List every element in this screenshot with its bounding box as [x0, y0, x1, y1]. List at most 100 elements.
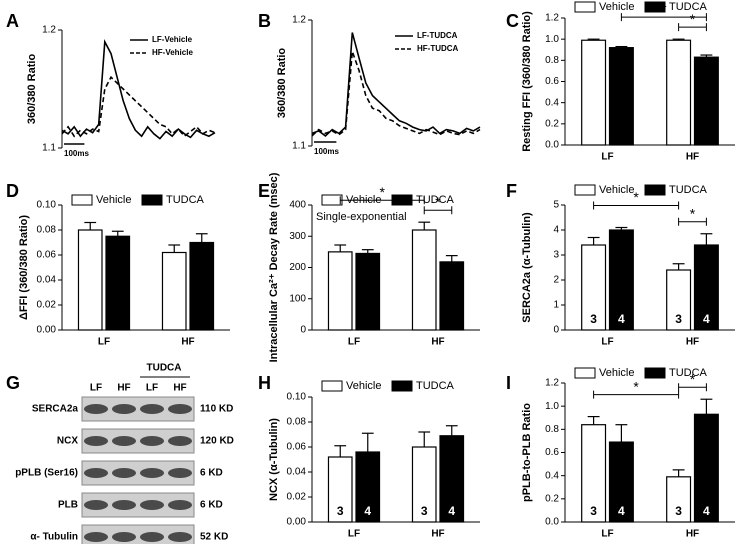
- y-tick-label: 0.02: [287, 492, 307, 503]
- legend-label: TUDCA: [416, 194, 455, 206]
- subtitle: Single-exponential: [316, 211, 407, 223]
- y-axis-label: 360/380 Ratio: [276, 48, 288, 119]
- legend-label: Vehicle: [599, 184, 634, 196]
- y-tick-label: 2: [553, 275, 559, 286]
- significance-bracket: [678, 217, 707, 226]
- bar: [439, 261, 465, 331]
- y-axis-label: ΔFFI (360/380 Ratio): [18, 215, 30, 320]
- panel-letter: E: [258, 181, 270, 201]
- y-tick-label: 200: [289, 262, 306, 273]
- bar: [666, 476, 692, 523]
- panel-letter: G: [6, 373, 20, 393]
- bar: [355, 451, 381, 523]
- blot-strip: [81, 524, 195, 544]
- y-axis-label: NCX (α-Tubulin): [268, 418, 280, 501]
- n-label: 3: [337, 504, 344, 518]
- y-tick-label: 4: [553, 225, 559, 236]
- bar: [608, 47, 634, 146]
- y-tick-label: 0.10: [287, 392, 307, 403]
- y-tick-label: 300: [289, 231, 306, 242]
- n-label: 4: [448, 504, 455, 518]
- y-tick-label: 0.8: [545, 424, 559, 435]
- legend-label: HF-TUDCA: [417, 44, 459, 53]
- significance-bracket: [423, 206, 453, 215]
- n-label: 4: [618, 312, 625, 326]
- legend-label: TUDCA: [669, 1, 708, 13]
- bar: [355, 252, 381, 331]
- band: [140, 532, 164, 542]
- significance-bracket: [678, 383, 707, 392]
- significance-label: *: [633, 189, 639, 205]
- protein-label: pPLB (Ser16): [15, 468, 78, 479]
- bar: [581, 39, 607, 146]
- trace: [311, 32, 481, 137]
- significance-bracket: [620, 13, 707, 22]
- legend-swatch: [321, 380, 343, 392]
- band: [140, 404, 164, 414]
- y-tick-label: 0.2: [545, 493, 559, 504]
- scale-bar-label: 100ms: [64, 149, 89, 158]
- significance-label: *: [633, 378, 639, 394]
- y-tick-label: 0.4: [545, 470, 559, 481]
- legend-swatch: [574, 1, 596, 13]
- y-tick-label: 0.0: [545, 517, 559, 528]
- legend-label: LF-TUDCA: [417, 31, 458, 40]
- x-tick-label: LF: [348, 529, 360, 540]
- legend-swatch: [71, 194, 93, 206]
- n-label: 4: [703, 312, 710, 326]
- y-tick-label: 0.02: [37, 300, 57, 311]
- significance-bracket: [339, 196, 425, 205]
- size-label: 6 KD: [200, 468, 223, 479]
- legend-swatch: [644, 184, 666, 196]
- legend-swatch: [574, 367, 596, 379]
- legend-swatch: [644, 1, 666, 13]
- n-label: 4: [364, 504, 371, 518]
- x-tick-label: LF: [601, 337, 613, 348]
- panel-letter: I: [506, 373, 511, 393]
- bar: [327, 456, 353, 523]
- bar: [608, 441, 634, 523]
- band: [84, 500, 108, 510]
- y-tick-label: 5: [553, 200, 559, 211]
- protein-label: NCX: [57, 436, 78, 447]
- significance-bracket: [678, 23, 707, 32]
- panel-letter: C: [506, 11, 519, 31]
- bar: [666, 39, 692, 146]
- legend-swatch: [141, 194, 163, 206]
- panel-letter: D: [6, 181, 19, 201]
- y-axis-label: SERCA2a (α-Tubulin): [521, 212, 533, 323]
- trace: [61, 38, 216, 140]
- legend-label: Vehicle: [96, 194, 131, 206]
- y-tick-label: 0.06: [37, 250, 57, 261]
- n-label: 3: [590, 504, 597, 518]
- y-tick-label: 0: [553, 325, 559, 336]
- y-tick-label: 1.2: [292, 15, 306, 26]
- significance-label: *: [380, 184, 386, 200]
- significance-bracket: [593, 201, 680, 210]
- n-label: 3: [675, 312, 682, 326]
- significance-bracket: [593, 390, 680, 399]
- band: [112, 532, 136, 542]
- significance-label: *: [690, 205, 696, 221]
- y-tick-label: 1.2: [42, 25, 56, 36]
- protein-label: α- Tubulin: [30, 532, 78, 543]
- n-label: 3: [421, 504, 428, 518]
- x-tick-label: HF: [686, 152, 699, 163]
- n-label: 3: [590, 312, 597, 326]
- n-label: 4: [703, 504, 710, 518]
- legend-swatch: [574, 184, 596, 196]
- y-axis-label: Resting FFI (360/380 Ratio): [521, 11, 533, 152]
- legend-label: TUDCA: [669, 367, 708, 379]
- y-tick-label: 0.08: [287, 417, 307, 428]
- x-tick-label: LF: [348, 337, 360, 348]
- x-tick-label: LF: [601, 152, 613, 163]
- bar: [693, 413, 719, 523]
- band: [140, 500, 164, 510]
- n-label: 3: [675, 504, 682, 518]
- bar: [411, 229, 437, 331]
- band: [168, 532, 192, 542]
- bar: [581, 424, 607, 523]
- x-tick-label: HF: [686, 529, 699, 540]
- significance-label: *: [690, 11, 696, 27]
